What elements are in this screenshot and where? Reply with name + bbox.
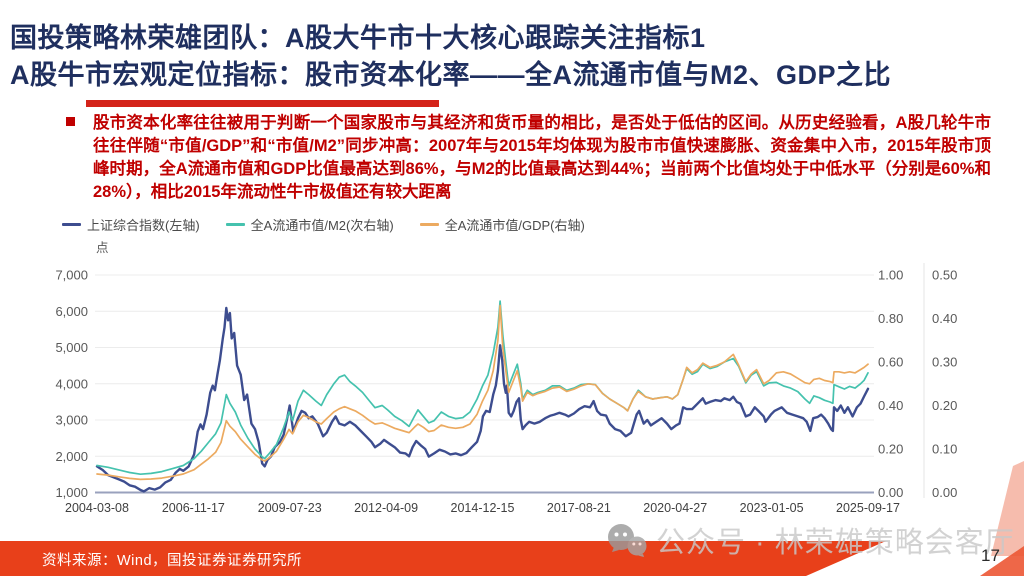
svg-text:0.00: 0.00 <box>932 485 957 500</box>
svg-text:2012-04-09: 2012-04-09 <box>354 501 418 515</box>
watermark-text: 公众号 · 林荣雄策略会客厅 <box>656 527 1015 559</box>
svg-text:0.80: 0.80 <box>878 311 903 326</box>
bullet-square-icon <box>66 117 75 126</box>
title-underline-bar <box>86 100 439 107</box>
page-number: 17 <box>981 546 1000 565</box>
svg-text:2025-09-17: 2025-09-17 <box>836 501 900 515</box>
svg-text:0.00: 0.00 <box>878 485 903 500</box>
svg-text:2014-12-15: 2014-12-15 <box>451 501 515 515</box>
svg-text:2006-11-17: 2006-11-17 <box>162 501 225 515</box>
m2-line-swatch-icon <box>225 223 245 226</box>
svg-text:0.10: 0.10 <box>932 442 957 457</box>
gdp-line-swatch-icon <box>419 223 439 226</box>
svg-text:0.30: 0.30 <box>932 355 957 370</box>
svg-text:2009-07-23: 2009-07-23 <box>258 501 322 515</box>
svg-text:2023-01-05: 2023-01-05 <box>740 501 804 515</box>
page-title-line1: 国投策略林荣雄团队：A股大牛市十大核心跟踪关注指标1 <box>10 23 706 53</box>
svg-text:5,000: 5,000 <box>55 340 88 355</box>
svg-text:2017-08-21: 2017-08-21 <box>547 501 611 515</box>
svg-text:1,000: 1,000 <box>55 485 88 500</box>
svg-text:1.00: 1.00 <box>878 268 903 283</box>
sse-line-swatch-icon <box>62 223 81 226</box>
svg-text:2020-04-27: 2020-04-27 <box>643 501 707 515</box>
svg-text:0.50: 0.50 <box>932 268 957 283</box>
footer-red-bar <box>0 541 886 576</box>
svg-text:0.40: 0.40 <box>878 398 903 413</box>
legend-item-m2: 全A流通市值/M2(次右轴) <box>225 215 394 234</box>
svg-text:6,000: 6,000 <box>55 304 88 319</box>
summary-block: 股市资本化率往往被用于判断一个国家股市与其经济和货币量的相比，是否处于低估的区间… <box>66 112 992 204</box>
svg-text:0.40: 0.40 <box>932 311 957 326</box>
source-text: 资料来源：Wind，国投证券证券研究所 <box>42 553 303 569</box>
svg-text:3,000: 3,000 <box>55 413 88 428</box>
wechat-icon <box>608 524 647 557</box>
legend-item-sse: 上证综合指数(左轴) <box>62 215 200 234</box>
svg-text:0.20: 0.20 <box>878 442 903 457</box>
legend-item-gdp: 全A流通市值/GDP(右轴) <box>419 215 585 234</box>
chart-legend: 上证综合指数(左轴) 全A流通市值/M2(次右轴) 全A流通市值/GDP(右轴) <box>62 215 585 234</box>
svg-text:0.60: 0.60 <box>878 355 903 370</box>
svg-text:2004-03-08: 2004-03-08 <box>65 501 129 515</box>
summary-text: 股市资本化率往往被用于判断一个国家股市与其经济和货币量的相比，是否处于低估的区间… <box>93 114 991 201</box>
svg-text:7,000: 7,000 <box>55 268 88 283</box>
svg-text:2,000: 2,000 <box>55 449 88 464</box>
legend-label-gdp: 全A流通市值/GDP(右轴) <box>444 218 585 233</box>
watermark: 公众号 · 林荣雄策略会客厅 <box>606 519 1015 561</box>
svg-text:0.20: 0.20 <box>932 398 957 413</box>
legend-label-m2: 全A流通市值/M2(次右轴) <box>250 218 394 233</box>
left-axis-unit-label: 点 <box>96 241 109 255</box>
page-title-line2: A股牛市宏观定位指标：股市资本化率——全A流通市值与M2、GDP之比 <box>10 60 892 90</box>
svg-text:4,000: 4,000 <box>55 376 88 391</box>
legend-label-sse: 上证综合指数(左轴) <box>87 218 200 233</box>
